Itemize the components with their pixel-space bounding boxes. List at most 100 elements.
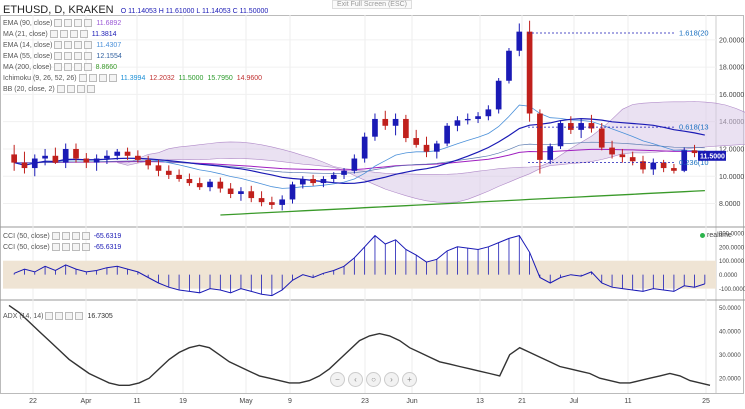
x-tick-label: 19	[179, 398, 187, 405]
legend-control-icon[interactable]	[84, 19, 93, 28]
legend-control-icon[interactable]	[61, 243, 70, 252]
legend-control-icon[interactable]	[84, 52, 93, 61]
legend-control-icon[interactable]	[54, 19, 63, 28]
legend-control-icon[interactable]	[64, 41, 73, 50]
ichimoku-legend-value: 11.5000	[178, 75, 204, 82]
legend-control-icon[interactable]	[51, 232, 60, 241]
legend-control-icon[interactable]	[108, 74, 117, 83]
candle-body	[62, 148, 69, 163]
legend-control-icon[interactable]	[81, 243, 90, 252]
legend-control-icon[interactable]	[86, 85, 95, 94]
bb-legend[interactable]: BB (20, close, 2)	[3, 85, 95, 95]
adx-tick-label: 30.0000	[719, 353, 741, 359]
ichimoku-legend[interactable]: Ichimoku (9, 26, 52, 26) 11.3994 12.2032 11…	[3, 74, 262, 84]
legend-control-icon[interactable]	[69, 30, 78, 39]
cci-legend-1-label: CCI (50, close)	[3, 244, 50, 251]
candle-body	[526, 31, 533, 114]
adx-tick-label: 50.0000	[719, 306, 741, 312]
candle-body	[361, 136, 368, 159]
cci-legend-0[interactable]: CCI (50, close) -65.6319	[3, 232, 121, 242]
ohlc-low: L 11.14053	[196, 8, 231, 15]
candle-body	[279, 199, 286, 205]
x-tick-label: 22	[29, 398, 37, 405]
candle-body	[619, 154, 626, 158]
legend-control-icon[interactable]	[66, 85, 75, 94]
legend-control-icon[interactable]	[51, 243, 60, 252]
zoom-out-icon[interactable]: −	[330, 372, 345, 387]
cci-legend-0-value: -65.6319	[93, 233, 122, 240]
legend-control-icon[interactable]	[49, 30, 58, 39]
candle-body	[537, 113, 543, 160]
chart-navigation: − ‹ ○ › +	[330, 372, 417, 387]
indicator-legend-4-value: 8.8660	[95, 64, 118, 71]
indicator-legend-1[interactable]: MA (21, close) 11.3814	[3, 30, 117, 40]
candle-body	[423, 144, 430, 152]
zoom-in-icon[interactable]: +	[402, 372, 417, 387]
legend-control-icon[interactable]	[74, 19, 83, 28]
candle-body	[258, 198, 265, 203]
legend-control-icon[interactable]	[79, 30, 88, 39]
legend-control-icon[interactable]	[78, 74, 87, 83]
legend-control-icon[interactable]	[74, 41, 83, 50]
indicator-legend-4-label: MA (200, close)	[3, 64, 52, 71]
candle-body	[609, 147, 615, 155]
legend-control-icon[interactable]	[73, 63, 82, 72]
legend-control-icon[interactable]	[98, 74, 107, 83]
legend-control-icon[interactable]	[83, 63, 92, 72]
legend-control-icon[interactable]	[71, 232, 80, 241]
candle-body	[506, 50, 512, 81]
legend-control-icon[interactable]	[74, 52, 83, 61]
legend-control-icon[interactable]	[71, 243, 80, 252]
x-tick-label: 25	[702, 398, 710, 405]
reset-icon[interactable]: ○	[366, 372, 381, 387]
exit-fullscreen-button[interactable]: Exit Full Screen (ESC)	[332, 0, 413, 9]
legend-control-icon[interactable]	[64, 52, 73, 61]
scroll-right-icon[interactable]: ›	[384, 372, 399, 387]
candle-body	[660, 162, 667, 169]
adx-legend-label: ADX (14, 14)	[3, 313, 44, 320]
legend-control-icon[interactable]	[63, 63, 72, 72]
legend-control-icon[interactable]	[76, 85, 85, 94]
x-tick-label: 21	[518, 398, 526, 405]
adx-tick-label: 40.0000	[719, 330, 741, 336]
legend-control-icon[interactable]	[54, 52, 63, 61]
legend-control-icon[interactable]	[54, 41, 63, 50]
indicator-legend-4[interactable]: MA (200, close) 8.8660	[3, 63, 117, 73]
legend-control-icon[interactable]	[53, 63, 62, 72]
candle-body	[196, 183, 203, 188]
indicator-legend-0[interactable]: EMA (90, close) 11.6892	[3, 19, 121, 29]
ichimoku-legend-value: 14.9600	[236, 75, 263, 82]
cci-tick-label: 0.0000	[719, 273, 738, 279]
legend-control-icon[interactable]	[64, 19, 73, 28]
candle-body	[516, 31, 523, 51]
adx-legend[interactable]: ADX (14, 14) 16.7305	[3, 312, 113, 322]
candle-body	[681, 150, 688, 171]
legend-control-icon[interactable]	[84, 41, 93, 50]
legend-control-icon[interactable]	[56, 85, 65, 94]
legend-control-icon[interactable]	[88, 74, 97, 83]
cci-tick-label: 100.0000	[719, 259, 745, 265]
indicator-legend-0-value: 11.6892	[96, 20, 122, 27]
legend-control-icon[interactable]	[75, 312, 84, 321]
legend-control-icon[interactable]	[59, 30, 68, 39]
legend-control-icon[interactable]	[55, 312, 64, 321]
indicator-legend-2[interactable]: EMA (14, close) 11.4307	[3, 41, 121, 51]
candle-body	[217, 181, 224, 189]
candle-body	[557, 123, 564, 147]
scroll-left-icon[interactable]: ‹	[348, 372, 363, 387]
candle-body	[598, 128, 605, 148]
price-tick-label: 16.0000	[719, 92, 744, 99]
legend-control-icon[interactable]	[61, 232, 70, 241]
adx-tick-label: 20.0000	[719, 377, 741, 383]
cci-legend-1[interactable]: CCI (50, close) -65.6319	[3, 243, 121, 253]
ma-21-line	[14, 117, 705, 185]
legend-control-icon[interactable]	[81, 232, 90, 241]
x-tick-label: 9	[288, 398, 292, 405]
symbol-label[interactable]: ETHUSD, D, KRAKEN	[3, 4, 114, 16]
legend-control-icon[interactable]	[65, 312, 74, 321]
candle-body	[145, 159, 152, 166]
candle-body	[31, 158, 38, 169]
indicator-legend-3[interactable]: EMA (55, close) 12.1554	[3, 52, 122, 62]
x-tick-label: Apr	[81, 398, 93, 405]
legend-control-icon[interactable]	[45, 312, 54, 321]
